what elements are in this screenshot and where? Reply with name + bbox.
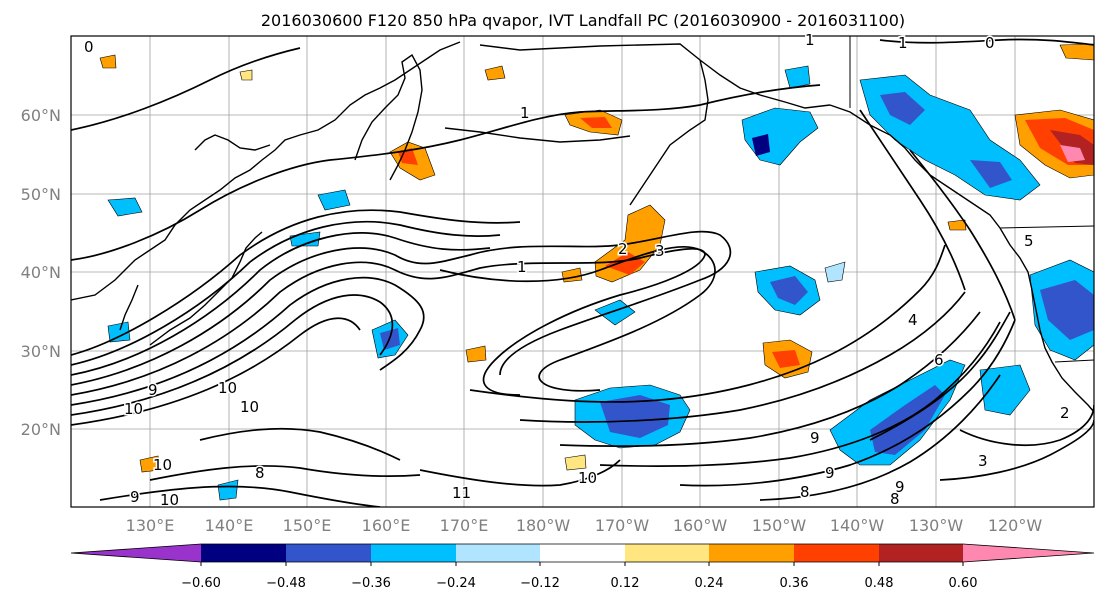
colorbar-segment	[709, 544, 794, 562]
colorbar-tick-label: −0.36	[351, 576, 391, 591]
contour-labels: 0 1 1 1 1 2 3 4 5 6 9 10 10 10 10 10 10 …	[83, 30, 1072, 511]
lon-label: 130°E	[126, 516, 175, 535]
contour-label: 8	[800, 483, 810, 501]
lon-label: 150°W	[752, 516, 807, 535]
coast-korea	[119, 284, 139, 331]
map-title: 2016030600 F120 850 hPa qvapor, IVT Land…	[261, 11, 905, 30]
colorbar-tick-label: 0.36	[780, 576, 809, 591]
negative-anomaly-shading	[107, 65, 1094, 501]
colorbar-segment	[540, 544, 625, 562]
contour-label: 1	[517, 258, 527, 276]
contour-label: 1	[805, 31, 815, 49]
contour-label: 0	[84, 38, 94, 56]
contour-label: 8	[255, 464, 265, 482]
border-us-canada	[999, 225, 1094, 229]
lat-label: 50°N	[21, 185, 61, 204]
lon-label: 160°W	[673, 516, 728, 535]
latitude-labels: 60°N 50°N 40°N 30°N 20°N	[21, 106, 61, 439]
contour-label: 4	[908, 311, 918, 329]
lon-label: 120°W	[988, 516, 1043, 535]
longitude-labels: 130°E 140°E 150°E 160°E 170°E 180°W 170°…	[126, 516, 1043, 535]
colorbar-tick-label: 0.12	[611, 576, 640, 591]
lon-label: 140°W	[830, 516, 885, 535]
contour-label: 9	[895, 478, 905, 496]
colorbar-tick-label: 0.60	[949, 576, 978, 591]
contour-label: 10	[218, 379, 237, 397]
contour-label: 9	[148, 381, 158, 399]
contour-label: 9	[825, 464, 835, 482]
contour-label: 6	[934, 351, 944, 369]
lon-label: 150°E	[283, 516, 332, 535]
colorbar-segment	[794, 544, 879, 562]
coast-alaska	[479, 43, 831, 206]
contour-label: 9	[130, 488, 140, 506]
contour-label: 10	[153, 456, 172, 474]
coast-aleutians	[444, 127, 631, 143]
contour-label: 11	[452, 484, 471, 502]
border-us-mexico	[1054, 359, 1094, 363]
colorbar-segment	[963, 544, 1094, 562]
contour-label: 2	[618, 240, 628, 258]
coast-asia	[71, 41, 461, 301]
colorbar-tick-label: 0.24	[695, 576, 724, 591]
colorbar-tick-label: −0.24	[436, 576, 476, 591]
contour-label: 10	[240, 398, 259, 416]
gridlines	[71, 36, 1094, 507]
lat-label: 60°N	[21, 106, 61, 125]
lat-label: 30°N	[21, 342, 61, 361]
lon-label: 160°E	[362, 516, 411, 535]
contour-label: 8	[890, 490, 900, 508]
colorbar-segment	[201, 544, 286, 562]
coastlines	[71, 36, 1094, 413]
colorbar-segment	[71, 544, 201, 562]
contour-label: 10	[124, 400, 143, 418]
colorbar-segment	[625, 544, 709, 562]
coast-sea-of-okhotsk	[194, 134, 271, 151]
colorbar-tick-label: −0.12	[520, 576, 560, 591]
contour-label: 1	[520, 104, 530, 122]
lon-label: 170°W	[595, 516, 650, 535]
coast-north-america	[829, 104, 1094, 413]
contour-label: 10	[160, 491, 179, 509]
colorbar-segments	[70, 543, 1095, 566]
lat-label: 20°N	[21, 420, 61, 439]
lon-label: 170°E	[440, 516, 489, 535]
contour-label: 2	[1060, 404, 1070, 422]
lon-label: 180°W	[516, 516, 571, 535]
contour-label: 5	[1024, 232, 1034, 250]
contour-label: 3	[655, 242, 665, 260]
ivt-contours	[71, 38, 1094, 507]
lon-label: 130°W	[909, 516, 964, 535]
coast-kamchatka	[354, 53, 423, 181]
colorbar-tick-label: −0.60	[181, 576, 221, 591]
colorbar: −0.60 −0.48 −0.36 −0.24 −0.12 0.12 0.24 …	[70, 543, 1095, 591]
contour-label: 0	[985, 34, 995, 52]
colorbar-segment	[371, 544, 456, 562]
contour-label: 1	[898, 34, 908, 52]
lat-label: 40°N	[21, 263, 61, 282]
colorbar-segment	[456, 544, 540, 562]
anomaly-region-central-pacific-core	[600, 395, 670, 438]
colorbar-tick-label: −0.48	[266, 576, 306, 591]
anomaly-region-west-pacific-small-2	[594, 299, 636, 326]
map-frame	[70, 35, 1095, 508]
colorbar-tick-labels: −0.60 −0.48 −0.36 −0.24 −0.12 0.12 0.24 …	[181, 576, 977, 591]
contour-label: 3	[978, 452, 988, 470]
anomaly-region-northeast-pacific-core	[770, 276, 808, 305]
colorbar-tick-label: 0.48	[865, 576, 894, 591]
contour-label: 9	[810, 429, 820, 447]
map-panel: 0 1 1 1 1 2 3 4 5 6 9 10 10 10 10 10 10 …	[21, 30, 1095, 535]
colorbar-segment	[286, 544, 371, 562]
contour-label: 10	[578, 469, 597, 487]
colorbar-segment	[879, 544, 963, 562]
lon-label: 140°E	[205, 516, 254, 535]
